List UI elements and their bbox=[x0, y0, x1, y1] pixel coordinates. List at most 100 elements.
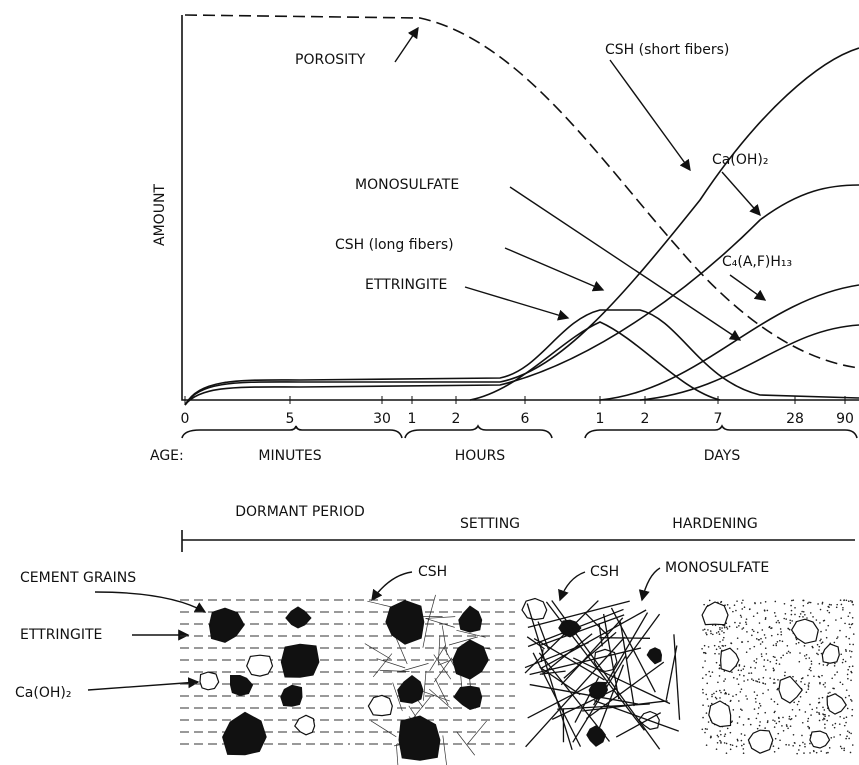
dot bbox=[788, 715, 791, 718]
dot bbox=[735, 745, 738, 748]
dot bbox=[766, 659, 769, 661]
csh-long-curve bbox=[469, 321, 721, 401]
dot bbox=[746, 698, 748, 700]
dot bbox=[772, 682, 775, 684]
dot bbox=[772, 667, 775, 670]
dot bbox=[840, 747, 843, 750]
dot bbox=[834, 722, 837, 725]
dot bbox=[756, 612, 759, 614]
dot bbox=[759, 705, 762, 707]
dot bbox=[806, 617, 808, 619]
dot bbox=[704, 660, 706, 662]
dot bbox=[715, 632, 718, 634]
dot bbox=[721, 630, 723, 632]
dot bbox=[820, 642, 823, 645]
dot bbox=[701, 647, 703, 650]
dot bbox=[788, 718, 790, 720]
axes bbox=[181, 15, 859, 401]
dot bbox=[850, 700, 853, 702]
dot bbox=[763, 634, 766, 636]
arrow bbox=[729, 274, 767, 301]
dot bbox=[799, 695, 802, 698]
dot bbox=[774, 720, 776, 722]
dot bbox=[711, 693, 713, 696]
arrow bbox=[464, 286, 570, 321]
dot bbox=[721, 644, 724, 647]
dot bbox=[725, 742, 728, 745]
curve-label: CSH (long fibers) bbox=[335, 237, 454, 253]
dot bbox=[830, 604, 832, 606]
dot bbox=[772, 719, 774, 721]
dot bbox=[786, 652, 788, 654]
dot bbox=[799, 652, 801, 654]
dot bbox=[825, 629, 827, 631]
arrow bbox=[394, 26, 419, 63]
dot bbox=[792, 744, 794, 747]
tick-label: 30 bbox=[373, 411, 391, 427]
csh-fiber bbox=[574, 677, 600, 723]
csh-fiber bbox=[421, 690, 450, 702]
dot bbox=[839, 733, 842, 736]
dot bbox=[821, 603, 824, 605]
dot bbox=[835, 606, 838, 609]
dot bbox=[738, 665, 741, 667]
dot bbox=[743, 606, 746, 609]
csh-fiber bbox=[541, 609, 647, 669]
dot bbox=[842, 658, 845, 661]
axis-group: MINUTES bbox=[258, 448, 321, 464]
dot bbox=[822, 718, 824, 721]
csh-fiber bbox=[411, 696, 431, 721]
dot bbox=[704, 731, 706, 734]
dot bbox=[749, 608, 751, 610]
csh-fiber bbox=[524, 641, 589, 669]
dot bbox=[760, 637, 762, 640]
dot bbox=[731, 744, 734, 747]
dot bbox=[845, 689, 848, 691]
tick-label: 1 bbox=[596, 411, 605, 427]
dot bbox=[705, 712, 708, 714]
stage-line bbox=[181, 530, 855, 552]
dot bbox=[794, 613, 796, 616]
ettringite-curve bbox=[184, 309, 859, 406]
dot bbox=[845, 737, 847, 740]
cement-grain bbox=[208, 607, 245, 643]
dot bbox=[763, 659, 766, 661]
caoh2-crystal bbox=[809, 730, 831, 749]
dot bbox=[834, 662, 836, 665]
caoh2-crystal bbox=[701, 601, 729, 626]
dot bbox=[749, 723, 752, 726]
dot bbox=[780, 631, 782, 633]
dot bbox=[789, 619, 791, 622]
csh-fiber bbox=[441, 625, 448, 656]
dot bbox=[764, 618, 767, 620]
dot bbox=[733, 604, 736, 607]
dot bbox=[821, 674, 823, 677]
dot bbox=[734, 621, 736, 624]
tick-label: 90 bbox=[836, 411, 854, 427]
dot bbox=[765, 653, 768, 655]
dot bbox=[755, 717, 758, 720]
dot bbox=[742, 752, 745, 755]
dot bbox=[703, 628, 706, 631]
dot bbox=[753, 660, 756, 662]
curve-label: ETTRINGITE bbox=[365, 277, 447, 293]
dot bbox=[842, 608, 844, 611]
dot bbox=[824, 686, 826, 688]
dot bbox=[714, 696, 717, 699]
arrow bbox=[504, 247, 605, 292]
dot bbox=[772, 669, 775, 672]
dot bbox=[849, 656, 852, 658]
dot bbox=[743, 743, 745, 745]
dot bbox=[807, 717, 810, 720]
dot bbox=[807, 725, 809, 728]
csh-fiber bbox=[399, 663, 429, 672]
dot bbox=[740, 616, 743, 618]
dot bbox=[764, 600, 767, 603]
dot bbox=[807, 602, 809, 605]
dot bbox=[708, 670, 710, 673]
caoh2-crystal bbox=[747, 729, 774, 754]
dot bbox=[818, 662, 821, 665]
dot bbox=[732, 610, 734, 613]
dot bbox=[819, 639, 821, 642]
dot bbox=[747, 640, 749, 643]
